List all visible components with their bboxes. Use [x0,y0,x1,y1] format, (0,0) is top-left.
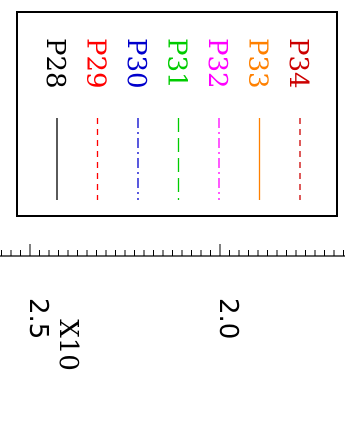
legend-label-p33: P33 [243,38,273,89]
tick-label-2-0: 2.0 [213,298,243,339]
legend-label-p29: P29 [81,38,111,89]
legend: P28 P29 P30 P31 P32 P33 P34 [40,38,313,200]
axis-multiplier-label: X10 [53,319,83,371]
legend-label-p28: P28 [40,38,70,89]
tick-label-2-5: 2.5 [23,298,53,339]
legend-label-p34: P34 [283,38,313,89]
legend-label-p32: P32 [202,38,232,89]
legend-box [16,11,338,217]
legend-label-p31: P31 [162,38,192,89]
legend-label-p30: P30 [121,38,151,89]
axis-ticks [1,244,344,256]
